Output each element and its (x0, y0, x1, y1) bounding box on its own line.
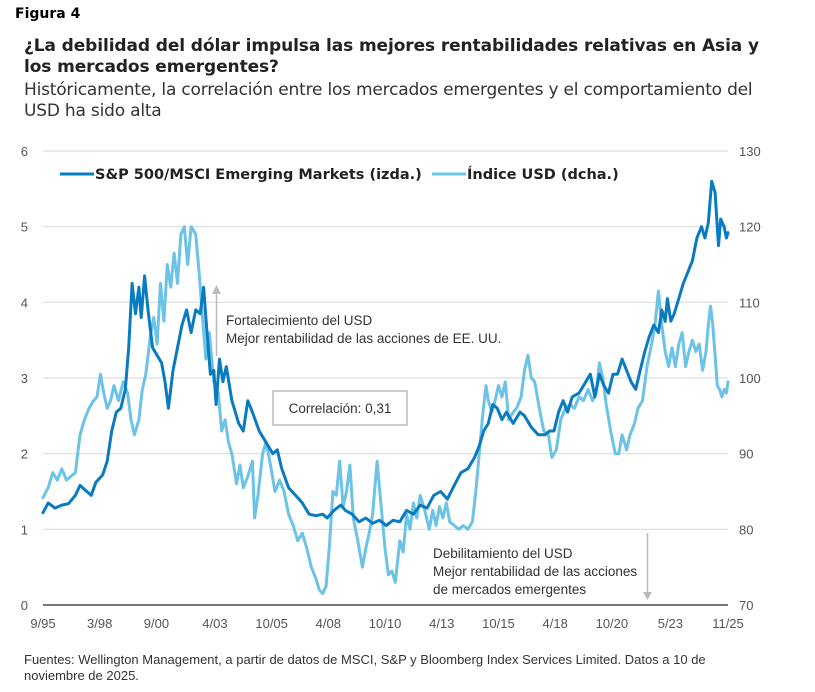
legend-item-usd: Índice USD (dcha.) (432, 166, 619, 183)
arrow-up-head-icon (212, 285, 221, 294)
annotation-line: Mejor rentabilidad de las acciones (433, 564, 637, 579)
series-line-sp-msci (41, 179, 730, 527)
y-left-tick-label: 3 (21, 371, 28, 386)
series-line-usd (41, 225, 730, 596)
y-right-tick-label: 110 (739, 295, 760, 310)
annotation-strengthening: Fortalecimiento del USD Mejor rentabilid… (212, 285, 501, 356)
y-right-tick-label: 90 (739, 447, 753, 462)
y-axis-right: 70 80 90 100 110 120 130 (739, 144, 761, 613)
x-tick-label: 4/03 (202, 616, 227, 631)
annotation-line: de mercados emergentes (433, 582, 586, 597)
legend-label-sp-msci: S&P 500/MSCI Emerging Markets (izda.) (95, 167, 422, 183)
correlation-box-frame (272, 390, 408, 426)
source-note: Fuentes: Wellington Management, a partir… (24, 652, 706, 683)
x-tick-label: 3/98 (87, 616, 112, 631)
y-left-tick-label: 2 (21, 447, 28, 462)
x-tick-label: 4/08 (316, 616, 341, 631)
y-right-tick-label: 70 (739, 598, 753, 613)
x-tick-label: 9/00 (144, 616, 169, 631)
x-tick-label: 10/15 (482, 616, 515, 631)
y-left-tick-label: 1 (21, 522, 28, 537)
y-right-tick-label: 100 (739, 371, 761, 386)
annotation-line: Mejor rentabilidad de las acciones de EE… (226, 331, 501, 346)
x-tick-label: 9/95 (30, 616, 55, 631)
y-left-tick-label: 4 (21, 295, 28, 310)
y-left-tick-label: 0 (21, 598, 28, 613)
y-right-tick-label: 130 (739, 144, 761, 159)
legend: S&P 500/MSCI Emerging Markets (izda.) Ín… (60, 166, 619, 183)
y-right-tick-label: 120 (739, 220, 761, 235)
arrow-down-head-icon (643, 592, 652, 600)
legend-label-usd: Índice USD (dcha.) (467, 166, 619, 183)
annotation-line: Debilitamiento del USD (433, 546, 573, 561)
y-axis-left: 0 1 2 3 4 5 6 (21, 144, 28, 613)
legend-item-sp-msci: S&P 500/MSCI Emerging Markets (izda.) (60, 167, 422, 183)
y-left-tick-label: 6 (21, 144, 28, 159)
correlation-label: Correlación: 0,31 (289, 401, 392, 416)
y-left-tick-label: 5 (21, 220, 28, 235)
x-axis: 9/95 3/98 9/00 4/03 10/05 4/08 10/10 4/13 10/15 4… (30, 604, 744, 631)
x-tick-label: 10/20 (596, 616, 629, 631)
correlation-box: Correlación: 0,31 (272, 390, 408, 426)
x-tick-label: 5/23 (658, 616, 683, 631)
x-tick-label: 4/18 (543, 616, 568, 631)
x-tick-label: 10/05 (255, 616, 288, 631)
y-right-tick-label: 80 (739, 522, 753, 537)
x-tick-label: 10/10 (369, 616, 402, 631)
chart-subtitle: Históricamente, la correlación entre los… (24, 80, 753, 121)
annotation-line: Fortalecimiento del USD (226, 313, 373, 328)
chart: 0 1 2 3 4 5 6 70 80 90 100 110 120 130 9/95 3/98 9/00 4… (21, 144, 761, 631)
figure-label: Figura 4 (15, 6, 81, 22)
chart-title: ¿La debilidad del dólar impulsa las mejo… (24, 36, 759, 77)
x-tick-label: 11/25 (712, 616, 744, 631)
x-tick-label: 4/13 (429, 616, 454, 631)
annotation-weakening: Debilitamiento del USD Mejor rentabilida… (433, 533, 652, 600)
